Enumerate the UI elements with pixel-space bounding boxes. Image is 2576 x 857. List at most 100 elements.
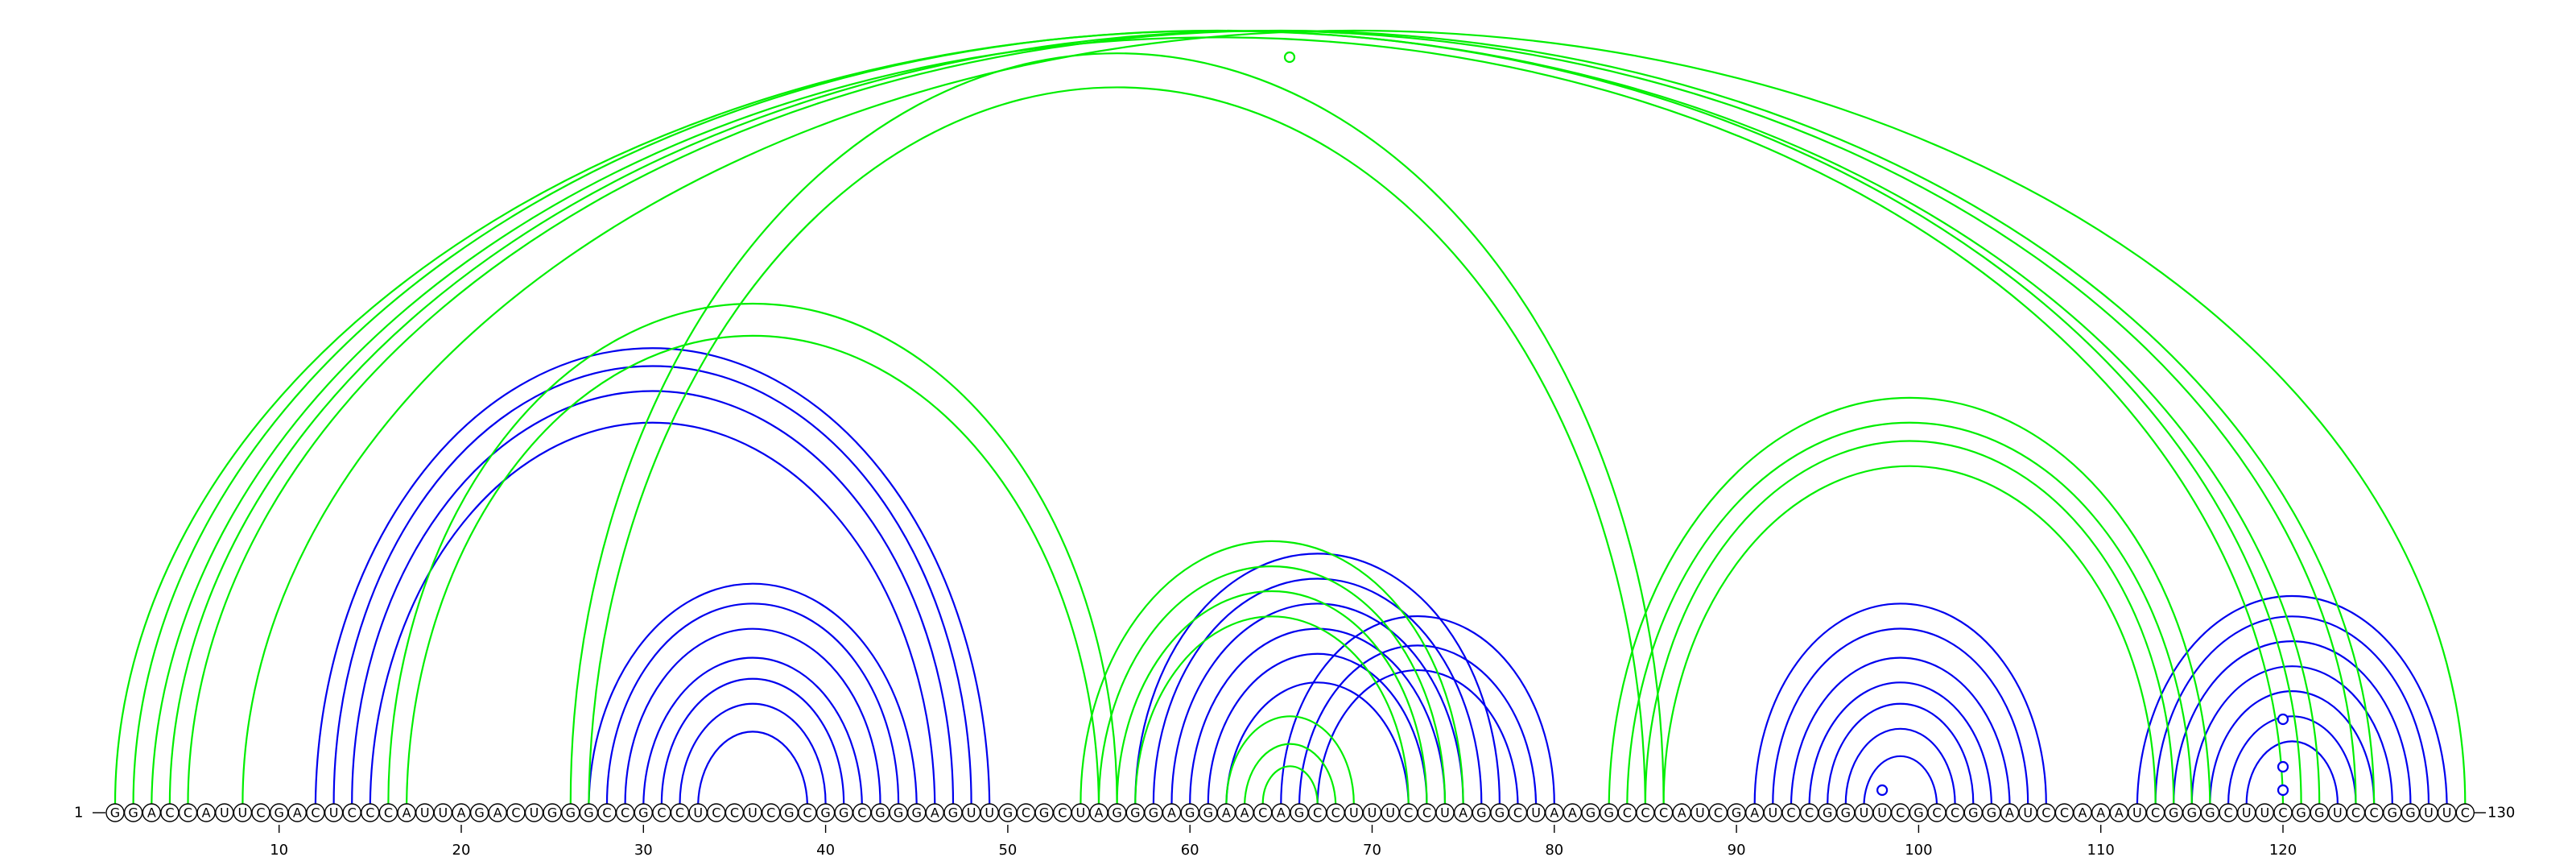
nucleotide-letter: G xyxy=(1968,805,1978,821)
nucleotide-60: G xyxy=(1180,803,1199,822)
nucleotide-27: G xyxy=(579,803,599,822)
nucleotide-37: C xyxy=(762,803,781,822)
nucleotide-letter: C xyxy=(348,805,357,821)
nucleotide-circle xyxy=(543,803,562,822)
nucleotide-letter: A xyxy=(457,805,466,821)
nucleotide-letter: G xyxy=(1841,805,1851,821)
nucleotide-118: U xyxy=(2236,803,2256,822)
green-pair-arc-5-125 xyxy=(187,29,2376,805)
nucleotide-letter: C xyxy=(1258,805,1267,821)
nucleotide-letter: C xyxy=(1786,805,1795,821)
sequence-backbone: 1 130 xyxy=(74,805,2515,822)
blue-pair-arc-28-44 xyxy=(605,602,900,805)
nucleotide-letter: C xyxy=(730,805,739,821)
nucleotide-letter: U xyxy=(220,805,229,821)
blue-pair-arc-116-125 xyxy=(2209,690,2376,805)
nucleotide-45: G xyxy=(906,803,927,822)
nucleotide-letter: U xyxy=(420,805,430,821)
nucleotide-75: A xyxy=(1453,803,1473,822)
nucleotide-8: U xyxy=(233,803,253,822)
blue-pair-arc-29-43 xyxy=(624,627,881,805)
nucleotide-letter: A xyxy=(2115,805,2124,821)
green-pair-arc-8-130 xyxy=(242,29,2467,805)
nucleotide-83: G xyxy=(1599,803,1619,822)
blue-pair-arc-60-74 xyxy=(1189,627,1447,805)
nucleotide-letter: G xyxy=(1476,805,1486,821)
blue-pair-arc-95-103 xyxy=(1827,702,1975,805)
nucleotide-66: G xyxy=(1290,803,1309,822)
nucleotide-letter: U xyxy=(238,805,248,821)
nucleotide-106: U xyxy=(2018,803,2037,822)
blue-pair-arc-58-76 xyxy=(1152,578,1483,805)
nucleotide-70: U xyxy=(1362,803,1382,822)
nucleotide-circle xyxy=(1107,803,1127,822)
nucleotide-letter: C xyxy=(184,805,192,821)
nucleotide-letter: G xyxy=(2169,805,2178,821)
nucleotide-103: G xyxy=(1963,803,1984,822)
nucleotide-100: G xyxy=(1909,803,1929,822)
blue-pair-arc-112-129 xyxy=(2136,595,2448,805)
nucleotide-circle xyxy=(980,803,999,822)
blue-pair-arc-31-41 xyxy=(660,677,845,805)
nucleotide-letter: G xyxy=(566,805,576,821)
nucleotide-6: A xyxy=(196,803,216,822)
position-ticks: 10 20 30 40 50 60 70 80 90 100 110 120 xyxy=(270,825,2297,857)
tick-label-70: 70 xyxy=(1363,842,1381,857)
nucleotide-59: A xyxy=(1162,803,1182,822)
nucleotide-letter: G xyxy=(547,805,557,821)
nucleotide-letter: G xyxy=(2296,805,2306,821)
nucleotide-letter: A xyxy=(1750,805,1759,821)
nucleotide-35: C xyxy=(724,803,745,822)
nucleotide-69: U xyxy=(1344,803,1364,822)
nucleotide-letter: G xyxy=(584,805,593,821)
nucleotide-58: G xyxy=(1144,803,1163,822)
blue-pair-arc-15-46 xyxy=(369,421,936,805)
nucleotide-letter: A xyxy=(293,805,302,821)
nucleotide-56: G xyxy=(1107,803,1127,822)
nucleotide-94: C xyxy=(1799,803,1819,822)
nucleotide-letter: A xyxy=(1167,805,1176,821)
nucleotide-129: U xyxy=(2437,803,2457,822)
nucleotide-117: C xyxy=(2219,803,2238,822)
nucleotide-79: U xyxy=(1526,803,1546,822)
green-pair-arc-64-67 xyxy=(1261,765,1319,805)
nucleotide-letter: C xyxy=(1513,805,1522,821)
nucleotide-letter: A xyxy=(493,805,502,821)
nucleotide-letter: U xyxy=(2242,805,2252,821)
nucleotide-letter: G xyxy=(1495,805,1505,821)
nucleotide-89: C xyxy=(1708,803,1728,822)
green-pair-arc-26-86 xyxy=(569,52,1665,805)
nucleotide-letter: U xyxy=(748,805,758,821)
nucleotide-letter: A xyxy=(2005,805,2014,821)
nucleotide-25: G xyxy=(543,803,562,822)
nucleotide-128: U xyxy=(2419,803,2438,822)
blue-pair-arc-93-105 xyxy=(1790,656,2011,805)
nucleotide-109: A xyxy=(2073,803,2092,822)
nucleotide-letter: A xyxy=(1550,805,1558,821)
green-pair-arc-57-72 xyxy=(1134,615,1410,805)
nucleotide-letter: C xyxy=(766,805,775,821)
nucleotide-circle xyxy=(1708,803,1728,822)
nucleotide-74: U xyxy=(1435,803,1455,822)
nucleotide-letter: G xyxy=(110,805,120,821)
green-pair-arc-63-68 xyxy=(1244,743,1337,805)
nucleotide-letter: C xyxy=(384,805,393,821)
nucleotide-13: U xyxy=(324,803,344,822)
nucleotide-30: G xyxy=(634,803,653,822)
blue-pair-arc-118-123 xyxy=(2245,740,2339,805)
nucleotide-letter: G xyxy=(1130,805,1140,821)
nucleotide-letter: C xyxy=(1022,805,1030,821)
blue-pair-arc-59-75 xyxy=(1170,602,1464,805)
nucleotide-letter: G xyxy=(474,805,484,821)
nucleotide-113: C xyxy=(2145,803,2165,822)
nucleotide-10: G xyxy=(270,803,289,822)
nucleotide-17: A xyxy=(397,803,416,822)
start-index-label: 1 xyxy=(74,805,83,822)
nucleotide-letter: U xyxy=(1349,805,1359,821)
nucleotide-letter: G xyxy=(839,805,848,821)
nucleotide-95: G xyxy=(1818,803,1837,822)
nucleotide-81: A xyxy=(1563,803,1583,822)
tick-label-30: 30 xyxy=(634,842,653,857)
green-pair-arc-84-115 xyxy=(1626,421,2193,805)
